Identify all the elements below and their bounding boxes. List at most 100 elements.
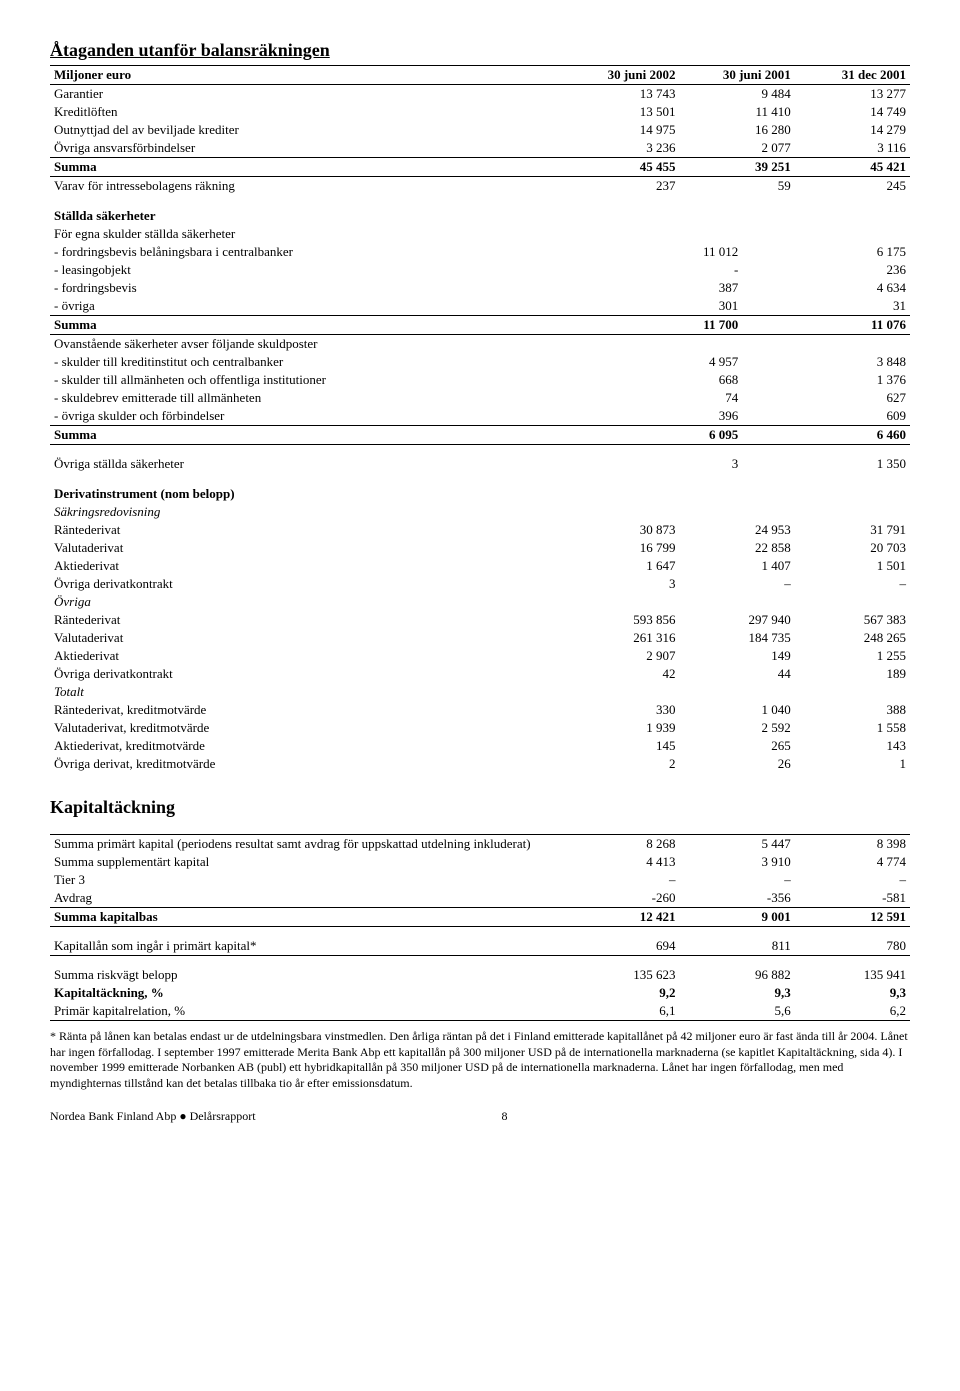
row-label: Summa riskvägt belopp — [50, 966, 564, 984]
cell: 8 398 — [795, 835, 910, 854]
row-label-summa: Summa — [50, 426, 575, 445]
cell: 14 279 — [795, 121, 910, 139]
cell: 2 077 — [679, 139, 794, 158]
cell: 13 743 — [564, 85, 679, 104]
cell: 811 — [679, 937, 794, 956]
cell: 14 975 — [564, 121, 679, 139]
cell: 3 116 — [795, 139, 910, 158]
cell: 694 — [564, 937, 679, 956]
row-label: Övriga derivatkontrakt — [50, 575, 564, 593]
row-label: - övriga — [50, 297, 575, 316]
cell: 189 — [795, 665, 910, 683]
cell: 42 — [564, 665, 679, 683]
cell: - — [575, 261, 743, 279]
cell: 45 455 — [564, 158, 679, 177]
row-label: Garantier — [50, 85, 564, 104]
cell: 2 — [564, 755, 679, 773]
cell: 9 001 — [679, 908, 794, 927]
table-capital: Summa primärt kapital (periodens resulta… — [50, 834, 910, 1021]
row-label: - skuldebrev emitterade till allmänheten — [50, 389, 575, 407]
cell: 9,3 — [795, 984, 910, 1002]
cell: 11 700 — [575, 316, 743, 335]
cell: 149 — [679, 647, 794, 665]
cell: – — [679, 871, 794, 889]
row-label: Räntederivat — [50, 521, 564, 539]
cell: 668 — [575, 371, 743, 389]
cell: 3 — [564, 575, 679, 593]
cell: 387 — [575, 279, 743, 297]
row-label: - skulder till kreditinstitut och centra… — [50, 353, 575, 371]
sub-label: Ovanstående säkerheter avser följande sk… — [50, 335, 910, 354]
cell: 1 350 — [742, 455, 910, 473]
cell: 12 421 — [564, 908, 679, 927]
row-label: Valutaderivat, kreditmotvärde — [50, 719, 564, 737]
cell: – — [795, 575, 910, 593]
cell: 12 591 — [795, 908, 910, 927]
cell: 388 — [795, 701, 910, 719]
cell: 9,3 — [679, 984, 794, 1002]
row-label-summa: Summa — [50, 316, 575, 335]
cell: 2 907 — [564, 647, 679, 665]
cell: 6 175 — [742, 243, 910, 261]
cell: 9,2 — [564, 984, 679, 1002]
group-label: Säkringsredovisning — [50, 503, 910, 521]
row-label: Primär kapitalrelation, % — [50, 1002, 564, 1021]
cell: 39 251 — [679, 158, 794, 177]
cell: 145 — [564, 737, 679, 755]
cell: 3 — [575, 455, 743, 473]
cell: 265 — [679, 737, 794, 755]
cell: 1 501 — [795, 557, 910, 575]
cell: 31 791 — [795, 521, 910, 539]
cell: 237 — [564, 177, 679, 196]
cell: -260 — [564, 889, 679, 908]
cell: 567 383 — [795, 611, 910, 629]
row-label: - fordringsbevis belåningsbara i central… — [50, 243, 575, 261]
row-label-summa: Summa — [50, 158, 564, 177]
col-header: 30 juni 2001 — [679, 66, 794, 85]
footer-left: Nordea Bank Finland Abp ● Delårsrapport — [50, 1109, 256, 1123]
table-commitments: Miljoner euro 30 juni 2002 30 juni 2001 … — [50, 65, 910, 195]
cell: 45 421 — [795, 158, 910, 177]
table-collateral: Ställda säkerheter För egna skulder stäl… — [50, 207, 910, 473]
cell: 135 941 — [795, 966, 910, 984]
cell: 297 940 — [679, 611, 794, 629]
footer-page-number: 8 — [502, 1109, 508, 1123]
page-footer: Nordea Bank Finland Abp ● Delårsrapport … — [50, 1109, 910, 1124]
cell: 236 — [742, 261, 910, 279]
cell: 20 703 — [795, 539, 910, 557]
cell: 44 — [679, 665, 794, 683]
cell: 245 — [795, 177, 910, 196]
cell: 96 882 — [679, 966, 794, 984]
row-label: Övriga ställda säkerheter — [50, 455, 575, 473]
row-label: - skulder till allmänheten och offentlig… — [50, 371, 575, 389]
cell: 5 447 — [679, 835, 794, 854]
cell: 59 — [679, 177, 794, 196]
col-header: 31 dec 2001 — [795, 66, 910, 85]
cell: 22 858 — [679, 539, 794, 557]
group-label: Totalt — [50, 683, 910, 701]
row-label: Valutaderivat — [50, 629, 564, 647]
cell: 4 774 — [795, 853, 910, 871]
row-label: Valutaderivat — [50, 539, 564, 557]
row-label: Övriga ansvarsförbindelser — [50, 139, 564, 158]
row-label: Aktiederivat, kreditmotvärde — [50, 737, 564, 755]
section-title-commitments: Åtaganden utanför balansräkningen — [50, 40, 910, 61]
cell: 135 623 — [564, 966, 679, 984]
cell: 301 — [575, 297, 743, 316]
cell: 16 799 — [564, 539, 679, 557]
cell: 74 — [575, 389, 743, 407]
cell: 14 749 — [795, 103, 910, 121]
cell: 4 634 — [742, 279, 910, 297]
cell: 3 848 — [742, 353, 910, 371]
section-title-capital: Kapitaltäckning — [50, 797, 910, 818]
cell: 3 236 — [564, 139, 679, 158]
cell: 1 558 — [795, 719, 910, 737]
cell: 261 316 — [564, 629, 679, 647]
cell: 24 953 — [679, 521, 794, 539]
cell: 627 — [742, 389, 910, 407]
cell: 2 592 — [679, 719, 794, 737]
cell: 16 280 — [679, 121, 794, 139]
row-label: Aktiederivat — [50, 557, 564, 575]
cell: 1 040 — [679, 701, 794, 719]
row-label: Övriga derivat, kreditmotvärde — [50, 755, 564, 773]
